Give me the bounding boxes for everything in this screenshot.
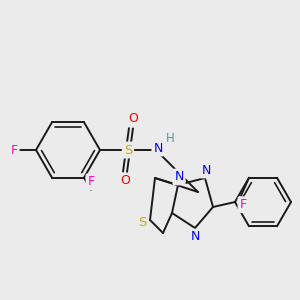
Text: O: O xyxy=(120,175,130,188)
Text: N: N xyxy=(201,164,211,176)
Text: F: F xyxy=(87,175,94,188)
Text: N: N xyxy=(190,230,200,244)
Text: H: H xyxy=(166,131,174,145)
Text: O: O xyxy=(128,112,138,125)
Text: S: S xyxy=(138,217,146,230)
Text: F: F xyxy=(239,198,247,211)
Text: S: S xyxy=(124,143,132,157)
Text: N: N xyxy=(174,170,184,184)
Text: N: N xyxy=(153,142,163,154)
Text: F: F xyxy=(11,143,18,157)
